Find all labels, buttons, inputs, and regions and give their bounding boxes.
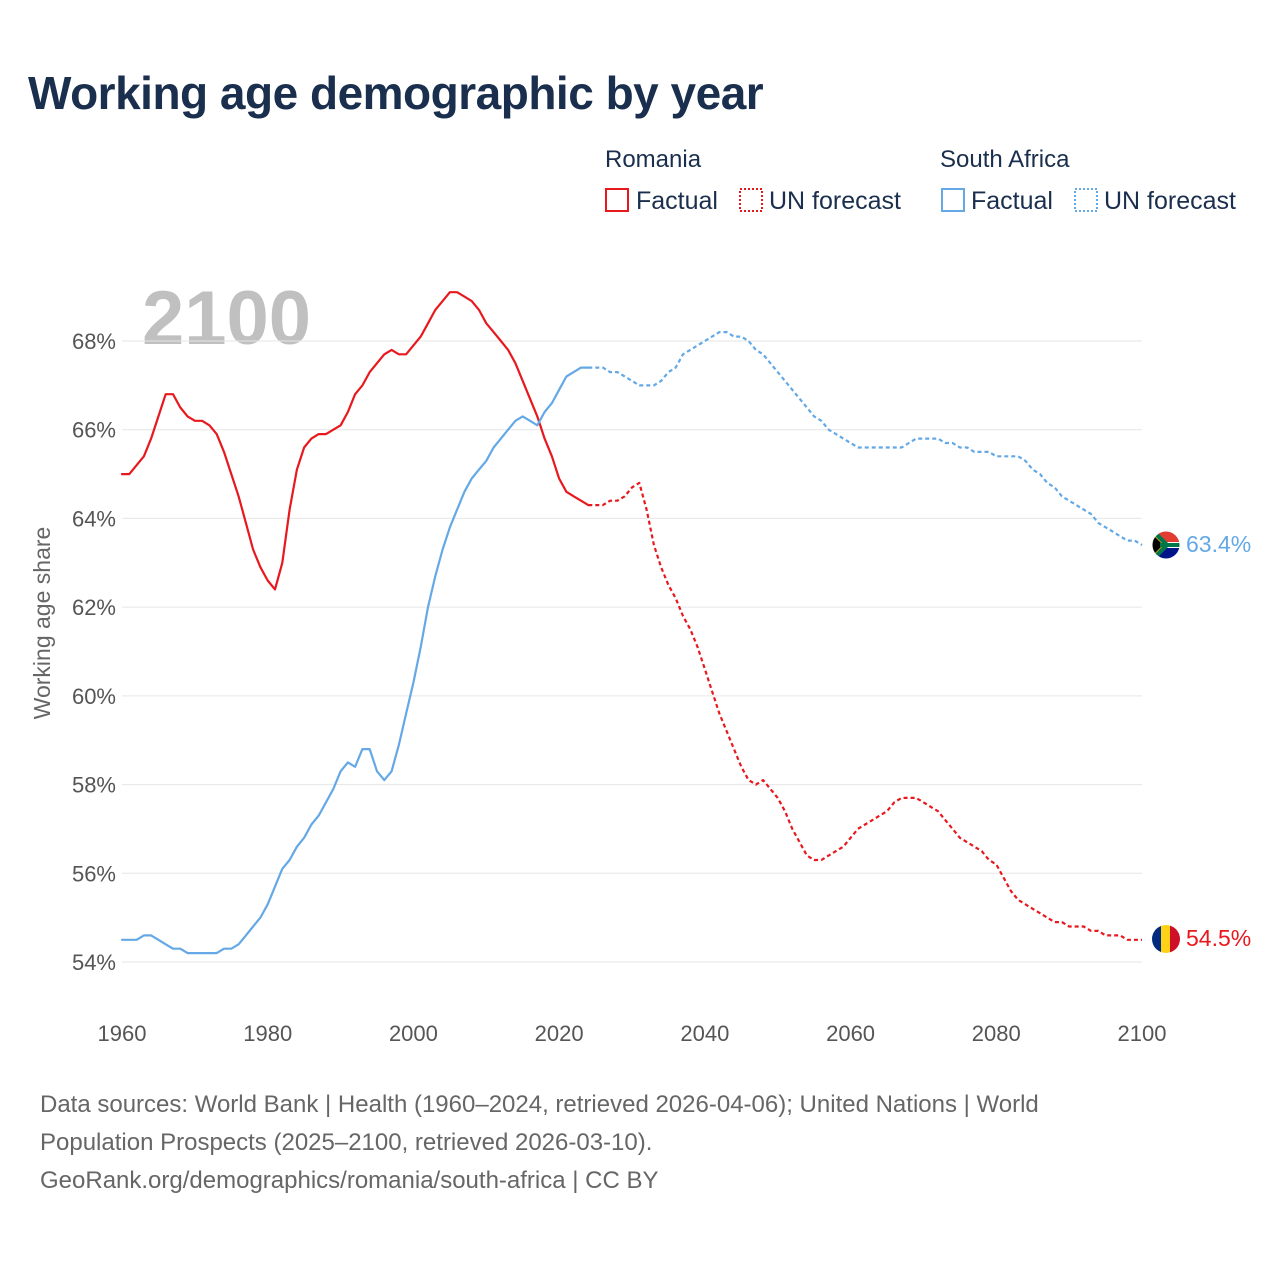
x-tick-label: 2100 [1118, 1021, 1167, 1046]
footer-attribution: GeoRank.org/demographics/romania/south-a… [40, 1167, 659, 1194]
year-watermark: 2100 [142, 276, 311, 361]
legend-group-romania: Romania [605, 146, 702, 173]
series-line-romania-forecast [588, 481, 1142, 941]
chart-title: Working age demographic by year [28, 67, 764, 119]
end-label-romania: 54.5% [1186, 925, 1251, 951]
y-tick-label: 54% [72, 950, 116, 975]
series-line-south-africa-forecast [588, 331, 1143, 546]
legend-group-south-africa: South Africa [940, 146, 1070, 173]
y-tick-label: 58% [72, 773, 116, 798]
y-tick-label: 56% [72, 861, 116, 886]
legend-label-romania-factual: Factual [636, 187, 718, 215]
x-tick-label: 1960 [98, 1021, 147, 1046]
flag-south-africa-border [1151, 530, 1181, 560]
x-axis-ticks: 1960 1980 2000 2020 2040 2060 2080 2100 [98, 1021, 1167, 1046]
y-tick-label: 68% [72, 329, 116, 354]
x-tick-label: 2060 [826, 1021, 875, 1046]
y-tick-label: 64% [72, 506, 116, 531]
x-tick-label: 2040 [680, 1021, 729, 1046]
legend-label-romania-forecast: UN forecast [769, 187, 901, 215]
y-tick-label: 60% [72, 684, 116, 709]
grid [122, 340, 1142, 963]
legend-swatch-south-africa-forecast [1074, 188, 1098, 212]
series-lines [120, 291, 1143, 955]
y-tick-label: 66% [72, 418, 116, 443]
x-tick-label: 2080 [972, 1021, 1021, 1046]
series-line-romania-factual [120, 291, 590, 591]
y-axis-label: Working age share [29, 527, 55, 720]
legend-swatch-romania-factual [605, 188, 629, 212]
end-label-south-africa: 63.4% [1186, 531, 1251, 557]
footer-sources-line-1: Data sources: World Bank | Health (1960–… [40, 1091, 1039, 1118]
legend: Romania Factual UN forecast South Africa… [605, 146, 1236, 215]
x-tick-label: 1980 [243, 1021, 292, 1046]
footer-sources-line-2: Population Prospects (2025–2100, retriev… [40, 1129, 653, 1156]
x-tick-label: 2020 [535, 1021, 584, 1046]
y-axis-ticks: 54% 56% 58% 60% 62% 64% 66% 68% [72, 329, 116, 975]
footer: Data sources: World Bank | Health (1960–… [40, 1086, 1160, 1200]
flag-south-africa-icon [1152, 531, 1180, 559]
series-line-south-africa-factual [120, 366, 590, 955]
legend-label-south-africa-forecast: UN forecast [1104, 187, 1236, 215]
legend-label-south-africa-factual: Factual [971, 187, 1053, 215]
y-tick-label: 62% [72, 595, 116, 620]
legend-swatch-south-africa-factual [941, 188, 965, 212]
x-tick-label: 2000 [389, 1021, 438, 1046]
legend-swatch-romania-forecast [739, 188, 763, 212]
flag-romania-icon [1152, 925, 1180, 953]
